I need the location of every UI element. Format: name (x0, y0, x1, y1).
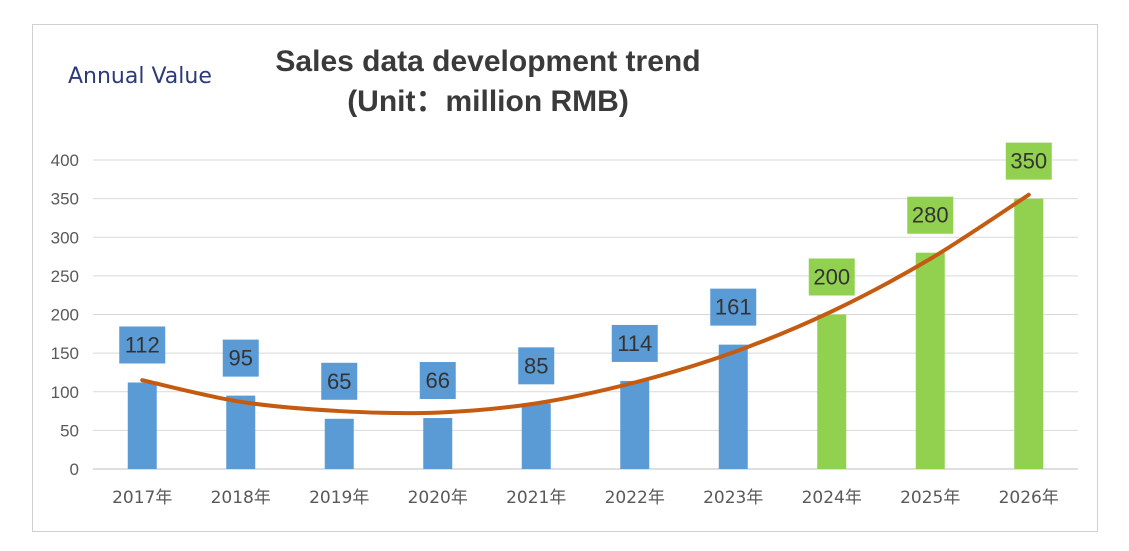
x-tick-label: 2025年 (900, 488, 960, 508)
y-tick-label: 400 (51, 151, 79, 170)
x-tick-label: 2018年 (211, 488, 271, 508)
y-tick-label: 350 (51, 190, 79, 209)
x-tick-label: 2019年 (309, 488, 369, 508)
data-label: 66 (426, 368, 450, 393)
x-tick-label: 2024年 (802, 488, 862, 508)
chart-title-line2: (Unit：million RMB) (347, 85, 629, 118)
chart-title-line1: Sales data development trend (275, 45, 701, 78)
chart-title: Sales data development trend (Unit：milli… (232, 42, 744, 122)
data-label: 114 (617, 331, 652, 356)
data-label: 65 (327, 369, 351, 394)
data-label: 350 (1010, 149, 1047, 174)
bar-2019年 (324, 418, 354, 469)
x-tick-label: 2017年 (112, 488, 172, 508)
data-label-box (419, 362, 456, 400)
y-tick-label: 0 (70, 460, 79, 479)
y-tick-label: 150 (51, 344, 79, 363)
data-label-box (710, 288, 757, 326)
y-tick-label: 200 (51, 306, 79, 325)
y-tick-label: 100 (51, 383, 79, 402)
y-tick-label: 300 (51, 228, 79, 247)
bar-2022年 (620, 380, 650, 469)
x-tick-label: 2020年 (408, 488, 468, 508)
bar-2018年 (226, 395, 256, 469)
data-label-box (808, 258, 855, 296)
data-label: 161 (715, 295, 752, 320)
x-tick-label: 2023年 (703, 488, 763, 508)
y-axis-title: Annual Value (68, 64, 212, 89)
y-tick-label: 250 (51, 267, 79, 286)
bar-2026年 (1014, 198, 1044, 469)
x-tick-label: 2026年 (999, 488, 1059, 508)
bar-2024年 (817, 314, 847, 469)
bar-2023年 (718, 344, 748, 469)
data-label-box (222, 339, 259, 377)
data-label: 280 (912, 203, 949, 228)
x-tick-label: 2022年 (605, 488, 665, 508)
trendline (140, 192, 1031, 416)
data-label-box (119, 326, 166, 364)
data-label: 112 (125, 332, 160, 357)
data-label-box (1005, 142, 1052, 180)
y-tick-label: 50 (60, 421, 79, 440)
data-label-box (611, 324, 658, 362)
x-tick-label: 2021年 (506, 488, 566, 508)
data-label: 85 (524, 353, 548, 378)
data-label-box (321, 362, 358, 400)
bar-2025年 (915, 252, 945, 469)
bar-2021年 (521, 403, 551, 469)
bar-2020年 (423, 418, 453, 469)
bar-2017年 (127, 382, 157, 469)
data-label-box (518, 347, 555, 385)
data-label: 200 (813, 265, 850, 290)
data-label-box (907, 196, 954, 234)
data-label: 95 (229, 346, 253, 371)
